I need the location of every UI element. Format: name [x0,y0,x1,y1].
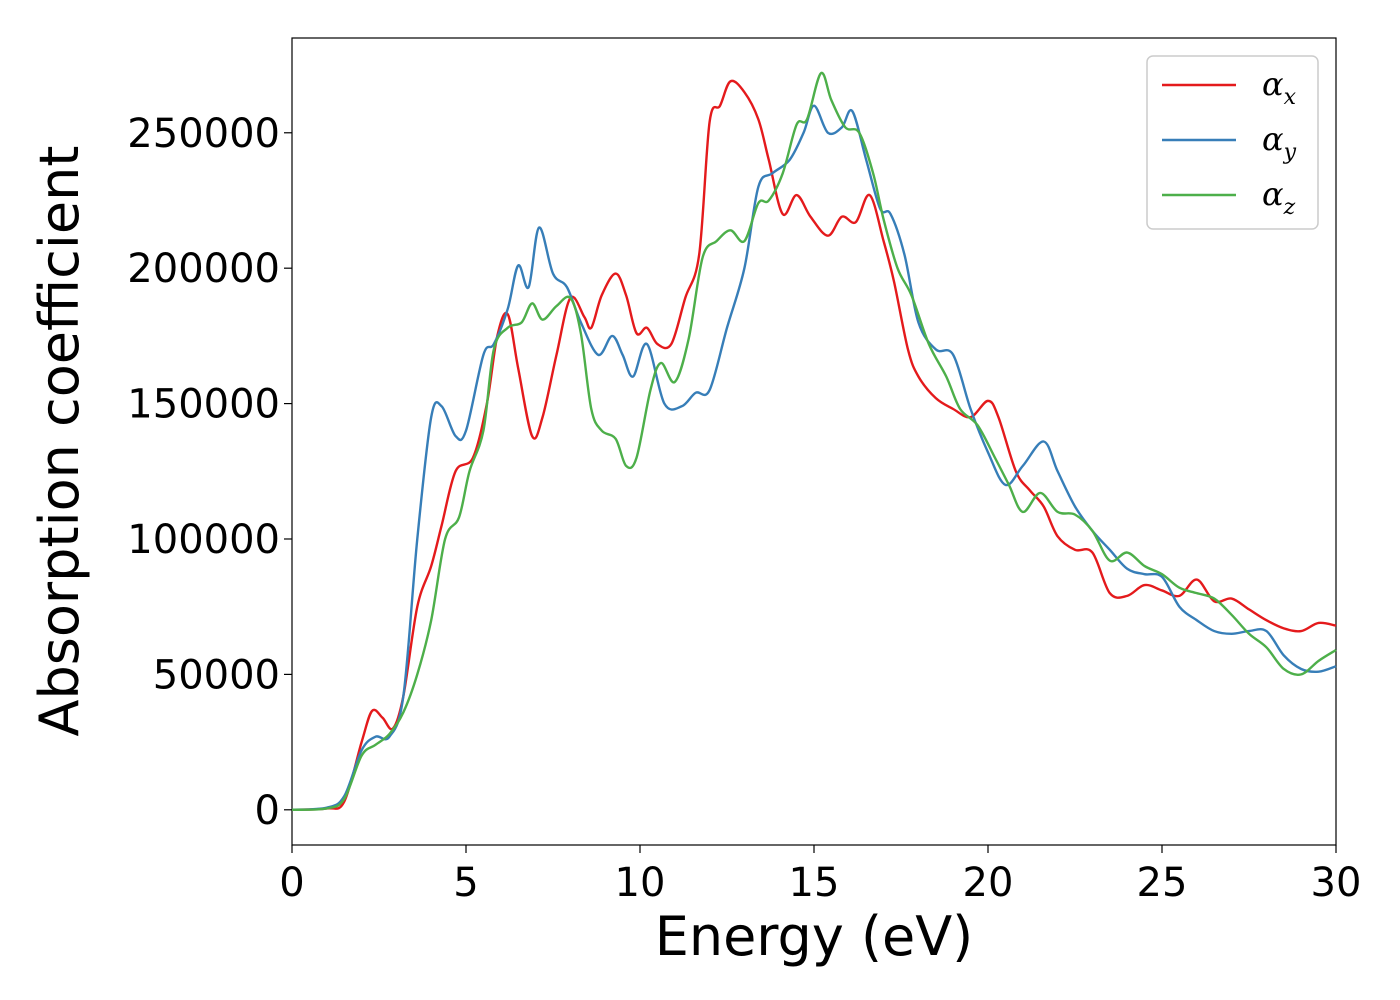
y-tick-label: 150000 [127,382,280,428]
legend-label-z: αz [1262,175,1296,220]
legend-label-subscript: z [1283,195,1296,220]
legend-label-subscript: y [1283,140,1297,165]
y-tick-label: 250000 [127,111,280,157]
series-line-y [291,104,1337,811]
legend-box [1146,55,1319,230]
series-line-x [291,79,1337,811]
y-tick-label: 50000 [153,652,280,698]
x-axis-title: Energy (eV) [655,905,974,968]
x-tick-label: 25 [1137,860,1188,906]
legend-label-x: αx [1262,65,1297,110]
y-axis: 0 50000 100000 150000 200000 250000 [127,111,292,834]
legend-label-base: α [1262,120,1284,158]
series-line-z [291,71,1337,811]
y-axis-title: Absorption coefficient [28,146,91,737]
legend-label-base: α [1262,175,1284,213]
x-tick-label: 0 [279,860,304,906]
x-tick-label: 15 [789,860,840,906]
y-tick-label: 200000 [127,246,280,292]
y-tick-label: 100000 [127,517,280,563]
y-tick-label: 0 [255,788,280,834]
x-tick-label: 10 [615,860,666,906]
series-layer [291,71,1337,811]
x-tick-label: 5 [453,860,478,906]
legend-label-base: α [1262,65,1284,103]
x-tick-label: 30 [1311,860,1362,906]
legend-label-y: αy [1262,120,1297,165]
legend-label-subscript: x [1284,85,1297,110]
x-axis: 0 5 10 15 20 25 30 [279,845,1361,906]
x-tick-label: 20 [963,860,1014,906]
